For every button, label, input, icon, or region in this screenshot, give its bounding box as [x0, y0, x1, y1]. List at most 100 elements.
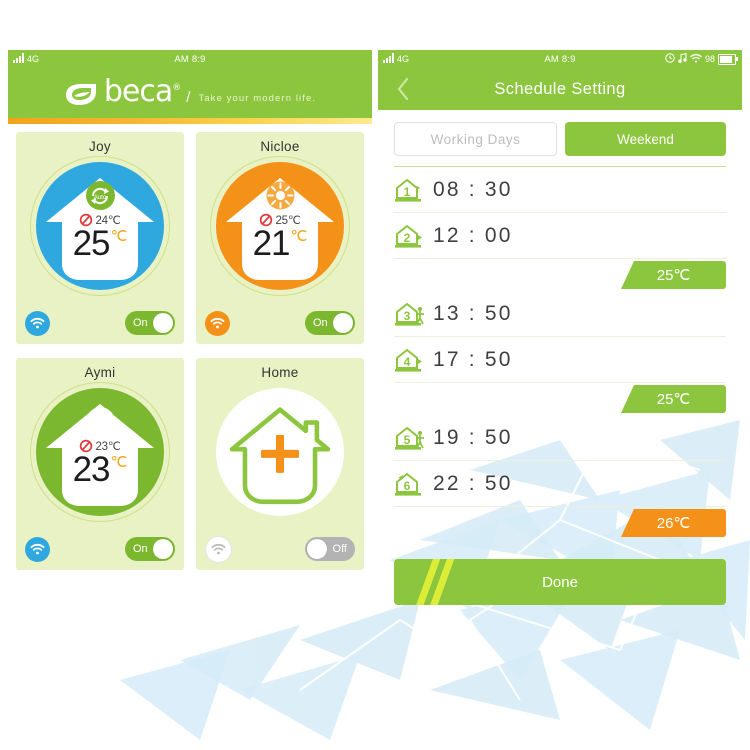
schedule-time[interactable]: 19 : 50 — [433, 425, 513, 449]
temperature-band[interactable]: 26℃ — [621, 509, 726, 537]
right-phone-screen: 4G AM 8:9 98 Schedule Setting Working Da… — [378, 50, 742, 710]
schedule-time[interactable]: 22 : 50 — [433, 471, 513, 495]
dial-outer-ring — [30, 156, 170, 296]
done-button-label: Done — [542, 573, 578, 591]
left-status-bar: 4G AM 8:9 — [8, 50, 372, 68]
current-temperature: 21 ℃ — [253, 226, 308, 261]
wifi-icon[interactable] — [205, 310, 230, 336]
schedule-row[interactable]: 4 17 : 50 — [394, 337, 726, 383]
wifi-icon[interactable] — [25, 536, 50, 562]
dial-disc: 23℃ 23 ℃ — [36, 388, 164, 516]
beca-leaf-logo-icon — [64, 83, 98, 107]
schedule-period-6-icon: 6 — [394, 470, 424, 498]
add-device-dial[interactable] — [210, 382, 350, 522]
schedule-row[interactable]: 1 08 : 30 — [394, 167, 726, 213]
dial-outer-ring — [30, 382, 170, 522]
temperature-band-row: 25℃ — [394, 383, 726, 415]
toggle-knob — [153, 313, 173, 333]
schedule-row[interactable]: 5 19 : 50 — [394, 415, 726, 461]
chevron-left-icon[interactable] — [390, 68, 416, 110]
toggle-knob — [307, 539, 327, 559]
set-temperature-row: 25℃ — [259, 213, 301, 227]
svg-text:1: 1 — [404, 185, 411, 199]
plus-icon[interactable] — [257, 431, 303, 477]
svg-text:5: 5 — [404, 433, 411, 447]
power-toggle[interactable]: On — [125, 311, 175, 335]
schedule-row[interactable]: 6 22 : 50 — [394, 461, 726, 507]
fan-mode-icon — [85, 407, 115, 436]
current-temperature: 23 ℃ — [73, 452, 128, 487]
clock-icon — [665, 53, 675, 65]
schedule-period-3-icon: 3 — [394, 300, 424, 328]
forbidden-icon — [80, 213, 93, 227]
music-note-icon — [678, 52, 687, 65]
right-status-bar: 4G AM 8:9 98 — [378, 50, 742, 68]
schedule-tab-row: Working Days Weekend — [378, 110, 742, 156]
forbidden-icon — [260, 213, 273, 227]
house-outline-icon — [229, 407, 331, 505]
current-temperature: 25 ℃ — [73, 226, 128, 261]
set-temperature-row: 23℃ — [79, 439, 121, 453]
temperature-unit: ℃ — [110, 228, 128, 245]
power-toggle[interactable]: On — [305, 311, 355, 335]
set-temperature-value: 24℃ — [95, 215, 121, 227]
status-time-label: AM 8:9 — [544, 53, 576, 65]
schedule-time[interactable]: 08 : 30 — [433, 177, 513, 201]
device-dial[interactable]: 23℃ 23 ℃ — [30, 382, 170, 522]
schedule-time[interactable]: 12 : 00 — [433, 223, 513, 247]
power-toggle-label: On — [313, 317, 328, 329]
house-silhouette-icon — [226, 178, 334, 280]
device-name-label: Aymi — [84, 365, 116, 380]
temperature-band[interactable]: 25℃ — [621, 385, 726, 413]
current-temperature-value: 21 — [252, 224, 291, 263]
temperature-band-row: 26℃ — [394, 507, 726, 539]
tab-working-days[interactable]: Working Days — [394, 122, 557, 156]
device-card-grid: Joy Auto — [8, 118, 372, 570]
battery-percent-label: 98 — [704, 54, 715, 64]
page-title: Schedule Setting — [494, 79, 626, 98]
left-phone-screen: 4G AM 8:9 beca® / Take your modern life.… — [8, 50, 372, 624]
set-temperature-row: 24℃ — [79, 213, 121, 227]
svg-text:Auto: Auto — [94, 195, 107, 201]
schedule-row[interactable]: 3 13 : 50 — [394, 291, 726, 337]
device-card-home-add[interactable]: Home — [196, 358, 364, 570]
schedule-period-5-icon: 5 — [394, 424, 424, 452]
device-name-label: Joy — [89, 139, 111, 154]
tab-weekend[interactable]: Weekend — [565, 122, 726, 156]
brand-slogan: Take your modern life. — [198, 93, 317, 104]
power-toggle-label: On — [133, 317, 148, 329]
done-button[interactable]: Done — [394, 559, 726, 605]
power-toggle-label: On — [133, 543, 148, 555]
schedule-period-4-icon: 4 — [394, 346, 424, 374]
wifi-icon[interactable] — [205, 535, 232, 563]
schedule-row[interactable]: 2 12 : 00 — [394, 213, 726, 259]
status-signal-group: 4G — [378, 53, 409, 65]
network-type-label: 4G — [397, 54, 410, 64]
schedule-time[interactable]: 17 : 50 — [433, 347, 513, 371]
schedule-period-2-icon: 2 — [394, 222, 424, 250]
temperature-band[interactable]: 25℃ — [621, 261, 726, 289]
wifi-icon[interactable] — [25, 310, 50, 336]
power-toggle[interactable]: Off — [305, 537, 355, 561]
tab-underline-divider — [394, 166, 726, 167]
schedule-list: 1 08 : 30 2 12 : 00 25℃ — [378, 167, 742, 539]
status-signal-group: 4G — [8, 53, 39, 65]
device-name-label: Nicloe — [260, 139, 300, 154]
brand-header: beca® / Take your modern life. — [8, 68, 372, 124]
current-temperature-value: 25 — [72, 224, 111, 263]
sun-mode-icon — [266, 181, 295, 210]
house-silhouette-icon — [46, 404, 154, 506]
network-type-label: 4G — [27, 54, 40, 64]
add-device-circle[interactable] — [216, 388, 344, 516]
device-dial[interactable]: Auto 24℃ 25 ℃ — [30, 156, 170, 296]
device-card-joy[interactable]: Joy Auto — [16, 132, 184, 344]
brand-wordmark: beca® — [103, 74, 181, 109]
current-temperature-value: 23 — [72, 450, 111, 489]
device-dial[interactable]: 25℃ 21 ℃ — [210, 156, 350, 296]
device-card-nicloe[interactable]: Nicloe — [196, 132, 364, 344]
power-toggle[interactable]: On — [125, 537, 175, 561]
toggle-knob — [333, 313, 353, 333]
schedule-time[interactable]: 13 : 50 — [433, 301, 513, 325]
signal-bars-icon — [383, 53, 395, 65]
device-card-aymi[interactable]: Aymi — [16, 358, 184, 570]
